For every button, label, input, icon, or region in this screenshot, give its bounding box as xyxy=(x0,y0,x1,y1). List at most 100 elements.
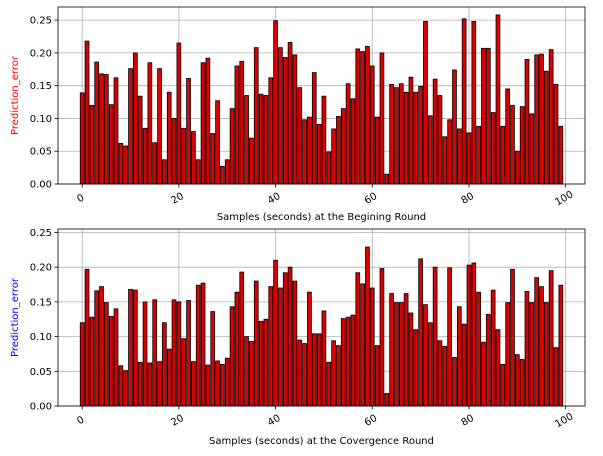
bar xyxy=(307,291,312,407)
bar xyxy=(316,123,322,185)
bar xyxy=(413,91,419,185)
bar xyxy=(224,159,230,185)
bar xyxy=(524,59,530,185)
x-tick-label: 60 xyxy=(363,191,380,207)
bar xyxy=(432,266,438,407)
bar xyxy=(539,286,544,407)
bar xyxy=(89,104,95,185)
bar xyxy=(147,62,153,185)
bar xyxy=(355,48,361,185)
bar xyxy=(210,311,216,407)
x-tick-label: 60 xyxy=(363,413,380,429)
bar xyxy=(466,264,472,407)
bar xyxy=(374,116,380,185)
bar xyxy=(297,339,303,407)
bar xyxy=(452,357,457,407)
bar xyxy=(418,85,423,185)
bar xyxy=(365,45,370,185)
x-tick-label: 0 xyxy=(75,414,86,427)
bar xyxy=(181,338,187,407)
bar xyxy=(137,361,143,407)
bar xyxy=(427,322,433,407)
chart-panel-2: 0.00 0.05 0.10 0.15 0.20 0.25 0 20 40 60 80 100 Samp… xyxy=(10,228,586,447)
bar xyxy=(558,125,564,185)
y-tick-label: 0.20 xyxy=(30,263,52,274)
bar xyxy=(495,14,501,185)
bar xyxy=(447,267,452,407)
bar xyxy=(374,345,380,407)
bar xyxy=(384,173,390,185)
bar xyxy=(442,136,448,185)
bar xyxy=(456,128,462,185)
bar xyxy=(292,54,298,185)
y-tick-label: 0.00 xyxy=(30,180,52,191)
x-tick-label: 40 xyxy=(266,191,283,207)
bar xyxy=(336,345,341,407)
bar xyxy=(495,329,501,407)
bar xyxy=(258,93,264,185)
bar xyxy=(268,77,274,185)
x-tick-label: 80 xyxy=(459,191,476,207)
bar xyxy=(452,69,457,185)
bar xyxy=(500,125,506,185)
bar xyxy=(447,119,452,185)
bar xyxy=(514,354,520,407)
bar xyxy=(534,54,539,185)
bar xyxy=(263,95,269,185)
bar xyxy=(471,262,477,407)
bar xyxy=(128,288,133,407)
bar xyxy=(142,127,148,185)
bar xyxy=(244,336,249,407)
x-tick-label: 80 xyxy=(459,413,476,429)
y-tick-label: 0.05 xyxy=(30,367,52,378)
bar xyxy=(273,259,278,407)
bar xyxy=(423,21,428,185)
bar xyxy=(398,302,404,407)
bar xyxy=(176,42,182,185)
bar xyxy=(326,151,332,185)
y-tick-label: 0.10 xyxy=(30,114,52,125)
bar xyxy=(215,100,220,185)
bar xyxy=(244,95,249,185)
bar xyxy=(389,293,394,407)
bar xyxy=(157,361,162,407)
bar xyxy=(137,95,143,185)
bar xyxy=(128,68,133,185)
bar xyxy=(191,131,196,185)
bar xyxy=(548,270,554,407)
y-axis-label: Prediction_error xyxy=(10,55,21,135)
bar xyxy=(340,108,346,185)
bar xyxy=(253,47,259,185)
bar xyxy=(166,348,172,407)
bar xyxy=(510,104,515,185)
bar xyxy=(408,76,414,185)
bar xyxy=(345,316,351,407)
bar xyxy=(514,150,520,185)
bar xyxy=(321,310,327,407)
bar xyxy=(118,365,124,407)
bar xyxy=(123,370,129,407)
x-tick-label: 100 xyxy=(553,189,575,208)
bar xyxy=(123,145,129,185)
bar xyxy=(345,83,351,185)
x-tick-label: 40 xyxy=(266,413,283,429)
bar xyxy=(229,108,235,185)
bar xyxy=(423,304,428,407)
bar xyxy=(485,47,491,185)
bar xyxy=(442,345,448,407)
bar xyxy=(413,329,419,407)
bar xyxy=(331,340,336,407)
y-tick-label: 0.05 xyxy=(30,147,52,158)
bar xyxy=(524,291,530,407)
bar xyxy=(113,308,119,407)
bar xyxy=(234,65,240,185)
bar xyxy=(403,293,409,407)
axes-frame xyxy=(57,228,586,407)
bar xyxy=(113,77,119,185)
bar xyxy=(490,289,496,407)
bar xyxy=(355,272,361,407)
bar xyxy=(437,95,443,185)
bar xyxy=(287,266,293,407)
bar xyxy=(220,363,225,407)
bar xyxy=(157,68,162,185)
